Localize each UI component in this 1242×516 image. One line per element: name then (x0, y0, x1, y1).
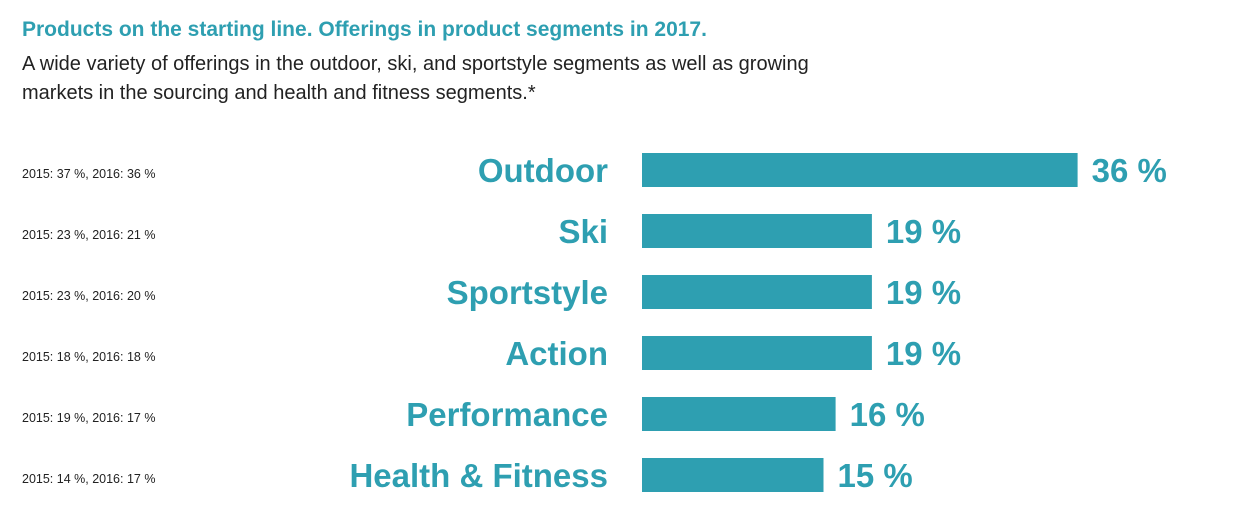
chart-title: Products on the starting line. Offerings… (22, 18, 707, 41)
previous-years-label: 2015: 37 %, 2016: 36 % (22, 167, 155, 181)
previous-years-label: 2015: 23 %, 2016: 20 % (22, 289, 155, 303)
previous-years-label: 2015: 18 %, 2016: 18 % (22, 350, 155, 364)
category-label: Ski (558, 213, 608, 250)
bar (642, 275, 872, 309)
bar (642, 153, 1078, 187)
bar (642, 336, 872, 370)
bar-chart: 2015: 37 %, 2016: 36 % Outdoor 36 % 2015: 2… (22, 152, 1167, 494)
value-label: 36 % (1092, 152, 1167, 189)
chart-subtitle: A wide variety of offerings in the outdo… (22, 53, 809, 104)
bar (642, 214, 872, 248)
category-label: Outdoor (478, 152, 608, 189)
value-label: 15 % (838, 457, 913, 494)
value-label: 16 % (850, 396, 925, 433)
value-label: 19 % (886, 335, 961, 372)
category-label: Health & Fitness (349, 457, 608, 494)
category-label: Sportstyle (447, 274, 608, 311)
bar (642, 397, 836, 431)
previous-years-label: 2015: 14 %, 2016: 17 % (22, 472, 155, 486)
value-label: 19 % (886, 274, 961, 311)
bar (642, 458, 824, 492)
category-label: Action (505, 335, 608, 372)
value-label: 19 % (886, 213, 961, 250)
category-label: Performance (406, 396, 608, 433)
previous-years-label: 2015: 23 %, 2016: 21 % (22, 228, 155, 242)
previous-years-label: 2015: 19 %, 2016: 17 % (22, 411, 155, 425)
